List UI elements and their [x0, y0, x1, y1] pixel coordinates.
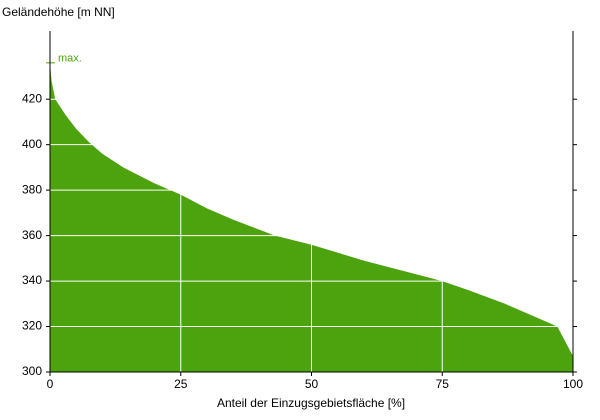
y-tick-label: 320	[22, 319, 42, 333]
y-tick-label: 400	[22, 137, 42, 151]
y-tick-label: 340	[22, 273, 42, 287]
x-tick-label: 25	[174, 377, 188, 391]
x-tick-label: 75	[436, 377, 450, 391]
y-axis-label: Geländehöhe [m NN]	[2, 5, 115, 19]
y-tick-label: 380	[22, 182, 42, 196]
x-tick-label: 50	[305, 377, 319, 391]
y-tick-label: 300	[22, 364, 42, 378]
x-tick-label: 0	[47, 377, 54, 391]
y-tick-label: 360	[22, 228, 42, 242]
y-tick-label: 420	[22, 91, 42, 105]
x-axis-label: Anteil der Einzugsgebietsfläche [%]	[217, 396, 405, 410]
x-tick-label: 100	[563, 377, 583, 391]
annotation: max.	[58, 53, 82, 65]
